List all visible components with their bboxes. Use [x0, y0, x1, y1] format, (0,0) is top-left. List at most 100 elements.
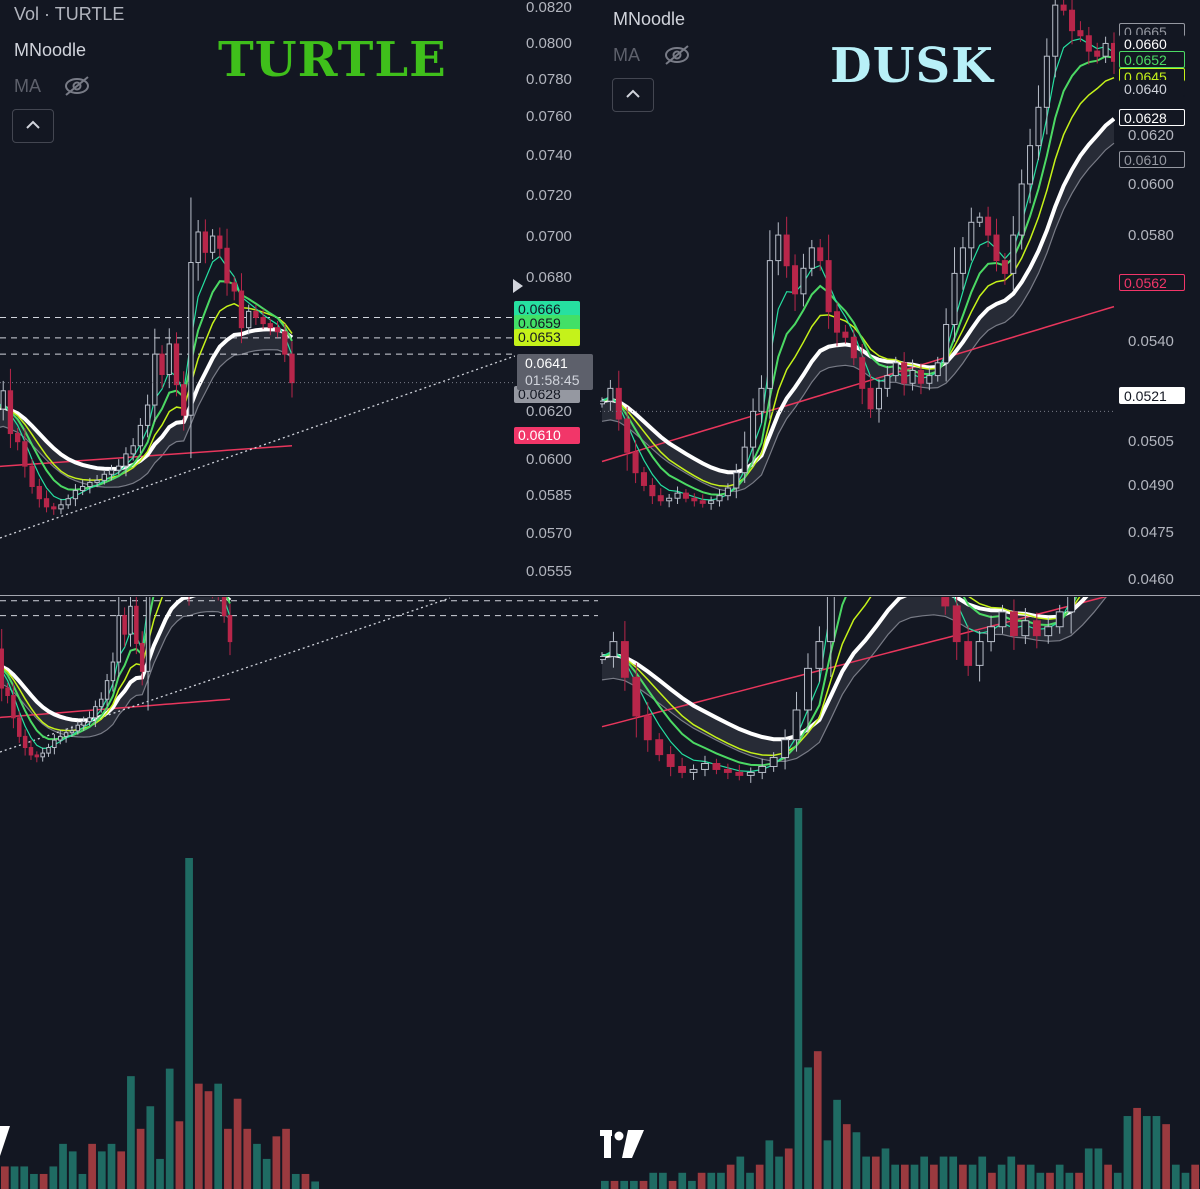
turtle-candle: [144, 404, 151, 426]
turtle-zoom-candle: [69, 730, 75, 734]
dusk-candle: [632, 451, 639, 474]
dusk-candle: [750, 410, 757, 448]
turtle-zoom-candle: [152, 504, 156, 532]
dusk-zoom-candle: [850, 463, 857, 499]
turtle-zoom-candle: [164, 508, 168, 523]
turtle-candle: [36, 485, 42, 500]
turtle-zoom-candle: [81, 721, 86, 726]
dusk-volume-bar: [988, 1172, 996, 1189]
turtle-volume-bar: [185, 858, 193, 1189]
turtle-candle: [7, 390, 14, 435]
turtle-zoomed-pane[interactable]: [0, 473, 598, 1189]
dusk-volume-bar: [1026, 1164, 1035, 1189]
price-axis-tick: 0.0585: [526, 487, 572, 504]
eye-hidden-icon[interactable]: [662, 43, 692, 72]
dusk-zoom-candle: [1010, 611, 1018, 637]
eye-hidden-icon[interactable]: [62, 74, 92, 103]
dusk-volume-bar: [930, 1164, 938, 1189]
price-axis-tick: 0.0490: [1128, 477, 1174, 494]
indicator-legend-mnoodle[interactable]: MNoodle: [14, 40, 87, 60]
dusk-volume-bar: [794, 808, 803, 1189]
price-axis-tick: 0.0570: [526, 525, 572, 542]
price-axis-tick: 0.0540: [1128, 333, 1174, 350]
turtle-zoom-candle: [28, 747, 34, 756]
collapse-legend-button-dusk[interactable]: [612, 78, 654, 112]
dusk-volume-bar: [746, 1172, 754, 1189]
dusk-zoom-ema-fast: [601, 597, 1073, 773]
dusk-zoom-candle: [712, 763, 721, 770]
dusk-zoom-candle: [952, 605, 961, 643]
dusk-zoom-candle: [998, 611, 1007, 628]
dusk-price-pane[interactable]: [599, 0, 1116, 510]
turtle-volume-bar: [107, 1143, 116, 1189]
dusk-volume-bar: [784, 1148, 793, 1189]
dusk-candle: [607, 387, 614, 402]
dusk-zoom-candle: [1079, 508, 1086, 567]
dusk-zoomed-pane[interactable]: [599, 167, 1200, 1189]
dusk-volume-bar: [620, 1180, 629, 1189]
dusk-volume-bar: [959, 1164, 967, 1189]
dusk-volume-bar: [833, 1099, 841, 1189]
dusk-candle: [1043, 55, 1050, 108]
dusk-zoom-candle: [689, 768, 698, 773]
dusk-zoom-candle: [609, 641, 618, 657]
volume-legend: Vol · TURTLE: [14, 4, 125, 24]
price-tag: 0.0562: [1119, 274, 1185, 291]
turtle-candle: [79, 485, 86, 492]
turtle-zoom-candle: [170, 508, 174, 519]
dusk-zoom-candle: [896, 478, 903, 493]
collapse-legend-button[interactable]: [12, 109, 54, 143]
turtle-candle: [282, 331, 288, 355]
price-tag: 0.0521: [1119, 387, 1185, 404]
turtle-volume-bar: [262, 1158, 271, 1189]
turtle-band: [0, 329, 292, 488]
turtle-candle: [14, 433, 21, 443]
turtle-zoom-candle: [104, 680, 110, 700]
turtle-zoom-band: [0, 597, 230, 738]
price-axis-tick: 0.0620: [1128, 127, 1174, 144]
turtle-zoom-candle: [98, 698, 104, 708]
dusk-zoom-candle: [885, 478, 892, 502]
dusk-zoom-candle: [769, 757, 778, 767]
indicator-legend-ma[interactable]: MA: [14, 76, 41, 96]
turtle-candle: [130, 445, 136, 455]
dusk-candle: [943, 323, 950, 364]
turtle-volume-bar: [224, 1128, 232, 1189]
indicator-legend-ma-dusk[interactable]: MA: [613, 45, 640, 65]
dusk-volume-bar: [1133, 1107, 1141, 1189]
turtle-candle: [289, 353, 295, 384]
turtle-volume-bar: [175, 1121, 184, 1189]
price-axis-tick: 0.0580: [1128, 227, 1174, 244]
dusk-candle: [951, 272, 958, 325]
dusk-volume-bar: [697, 1172, 706, 1189]
turtle-zoom-candle: [87, 717, 92, 723]
dusk-zoom-band-low-line: [601, 597, 1107, 763]
dusk-volume-bar: [1152, 1116, 1161, 1189]
turtle-volume-bar: [301, 1173, 310, 1189]
turtle-zoom-candle: [57, 735, 63, 741]
dusk-candle: [1001, 260, 1008, 274]
dusk-volume-bar: [813, 1051, 822, 1189]
turtle-zoom-candle: [205, 582, 209, 588]
scroll-to-realtime-arrow-icon[interactable]: [513, 279, 523, 293]
dusk-band: [602, 118, 1114, 492]
dusk-candle: [682, 492, 689, 499]
dusk-volume-bar: [1104, 1164, 1112, 1189]
dusk-zoom-candle: [839, 463, 846, 493]
turtle-candle: [116, 465, 122, 471]
turtle-zoom-candle: [75, 724, 81, 732]
dusk-zoom-ema-slow: [601, 597, 1081, 757]
turtle-volume-bar: [20, 1166, 29, 1189]
turtle-zoom-ema-slow: [0, 597, 230, 732]
bar-countdown: 01:58:45: [525, 372, 580, 388]
dusk-zoom-candle: [908, 493, 915, 552]
dusk-candle: [842, 331, 849, 338]
dusk-volume-bar: [881, 1148, 890, 1189]
indicator-legend-mnoodle-dusk[interactable]: MNoodle: [613, 9, 686, 29]
dusk-candle: [875, 387, 883, 410]
turtle-zoom-plot: [0, 504, 598, 763]
turtle-volume-bar: [117, 1151, 126, 1189]
turtle-title: TURTLE: [218, 32, 447, 88]
dusk-volume-bar: [1113, 1172, 1122, 1189]
turtle-price-pane[interactable]: [0, 197, 515, 539]
